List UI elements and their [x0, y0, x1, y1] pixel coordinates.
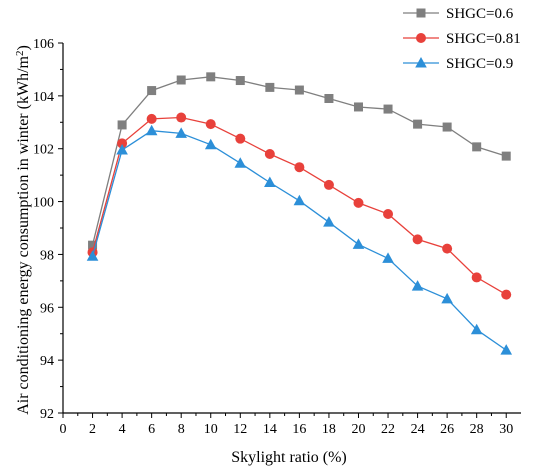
x-tick-label: 24 [411, 422, 425, 437]
x-tick-label: 2 [89, 422, 96, 437]
data-point [116, 144, 128, 155]
data-point [147, 86, 157, 96]
y-tick-label: 106 [33, 37, 54, 52]
x-tick-label: 6 [148, 422, 155, 437]
data-point [442, 243, 453, 254]
data-point [382, 252, 394, 263]
x-tick-label: 14 [263, 422, 277, 437]
y-axis-title-close: ) [15, 45, 32, 50]
y-tick-label: 104 [33, 90, 54, 105]
y-axis-title: Air conditioning energy consumption in w… [14, 45, 32, 415]
data-point [235, 76, 245, 86]
y-tick-label: 100 [33, 196, 54, 211]
data-point [470, 323, 483, 335]
data-point [442, 122, 452, 132]
plot-area [86, 72, 513, 355]
x-tick-label: 16 [292, 422, 306, 437]
series-line [91, 76, 507, 246]
data-point [501, 289, 512, 300]
x-tick-label: 22 [381, 422, 395, 437]
axes: 0 2 4 6 8 10 12 14 16 18 20 22 24 26 28 309294969810010… [33, 37, 521, 437]
y-tick-label: 92 [40, 407, 54, 422]
data-point [235, 133, 246, 144]
x-tick-label: 0 [60, 422, 67, 437]
legend-label: SHGC=0.81 [446, 31, 521, 47]
series-triangle [86, 124, 513, 355]
data-point [352, 238, 365, 249]
data-point [205, 119, 216, 130]
x-tick-label: 18 [322, 422, 336, 437]
data-point [353, 197, 364, 208]
data-point [117, 120, 127, 130]
data-point [501, 151, 511, 161]
x-tick-label: 4 [119, 422, 126, 437]
y-tick-label: 94 [40, 354, 54, 369]
data-point [265, 82, 275, 92]
legend-marker [416, 33, 426, 43]
data-point [294, 85, 304, 95]
data-point [353, 102, 363, 112]
data-point [294, 162, 305, 173]
data-point [324, 94, 334, 103]
series-square [88, 72, 511, 250]
x-tick-label: 28 [470, 422, 484, 437]
x-tick-label: 10 [204, 422, 218, 437]
data-point [293, 194, 306, 206]
legend-item: SHGC=0.6 [403, 6, 514, 22]
data-point [472, 142, 482, 152]
data-point [383, 104, 393, 114]
y-tick-label: 102 [33, 143, 54, 158]
data-point [471, 272, 482, 283]
data-point [412, 234, 423, 245]
data-point [86, 250, 99, 261]
x-tick-label: 30 [499, 422, 513, 437]
legend-label: SHGC=0.9 [446, 56, 513, 72]
data-point [323, 216, 335, 227]
data-point [176, 75, 186, 85]
x-tick-label: 26 [440, 422, 454, 437]
data-point [264, 176, 276, 188]
data-point [117, 138, 128, 149]
data-point [145, 124, 158, 136]
series-circle [87, 112, 512, 300]
data-point [323, 179, 334, 190]
data-point [264, 149, 275, 159]
legend-marker [416, 8, 426, 18]
x-tick-label: 20 [351, 422, 365, 437]
y-axis-title-superscript: 2 [14, 51, 26, 57]
x-axis-title: Skylight ratio (%) [231, 449, 347, 466]
legend-label: SHGC=0.6 [446, 6, 514, 22]
data-point [206, 72, 216, 82]
y-tick-label: 98 [40, 248, 54, 263]
data-point [175, 127, 187, 138]
data-point [500, 344, 513, 355]
legend-item: SHGC=0.81 [403, 31, 521, 47]
series-line [91, 116, 507, 296]
x-tick-label: 12 [233, 422, 247, 437]
data-point [146, 113, 157, 124]
legend-item: SHGC=0.9 [403, 56, 513, 72]
y-axis-title-main: Air conditioning energy consumption in w… [15, 55, 32, 414]
y-tick-label: 96 [40, 301, 54, 316]
data-point [441, 292, 453, 304]
data-point [234, 157, 247, 168]
x-tick-label: 8 [178, 422, 185, 437]
data-point [413, 119, 423, 129]
data-point [411, 280, 424, 291]
data-point [383, 208, 394, 219]
legend-marker [415, 57, 427, 68]
data-point [204, 138, 217, 150]
legend: SHGC=0.6 SHGC=0.81 SHGC=0.9 [403, 6, 521, 72]
data-point [88, 240, 98, 250]
data-point [176, 112, 187, 123]
